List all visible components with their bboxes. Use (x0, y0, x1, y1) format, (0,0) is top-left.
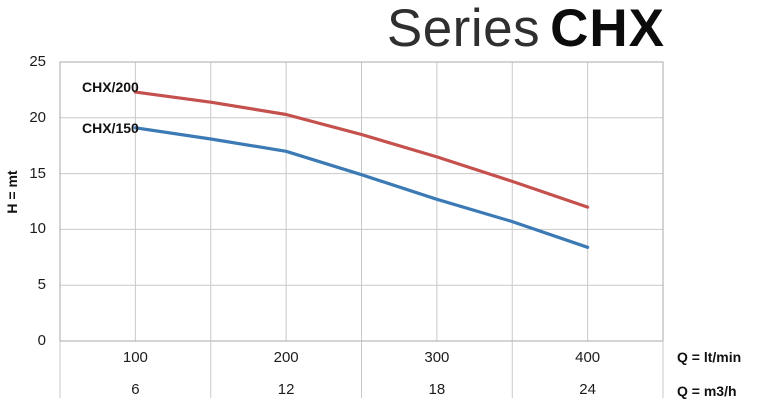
series-label-chx150: CHX/150 (82, 120, 139, 136)
x-tick-label-ltmin: 400 (575, 349, 601, 366)
curve-chx150 (133, 126, 590, 249)
y-tick-label: 25 (29, 53, 46, 70)
chart-title-model-text: CHX (550, 0, 665, 58)
x-axis-unit-ltmin: Q = lt/min (677, 349, 742, 365)
series-label-chx200: CHX/200 (82, 79, 139, 95)
y-tick-label: 10 (29, 220, 46, 238)
x-axis-unit-m3h: Q = m3/h (677, 383, 737, 399)
x-tick-label-m3h: 12 (277, 381, 295, 398)
y-tick-label: 20 (29, 108, 46, 126)
x-tick-label-m3h: 24 (579, 381, 596, 398)
y-tick-label: 15 (29, 164, 46, 182)
x-tick-label-m3h: 6 (131, 381, 140, 398)
x-tick-label-ltmin: 300 (424, 349, 450, 366)
chart-title: Series CHX (387, 0, 665, 58)
chart-title-series-text: Series (386, 0, 541, 58)
y-tick-label: 5 (37, 276, 46, 294)
curve-chx200 (133, 90, 590, 209)
x-tick-label-ltmin: 100 (122, 349, 148, 366)
x-tick-label-m3h: 18 (428, 381, 446, 398)
y-tick-label: 0 (37, 332, 46, 349)
x-tick-label-ltmin: 200 (273, 349, 299, 366)
